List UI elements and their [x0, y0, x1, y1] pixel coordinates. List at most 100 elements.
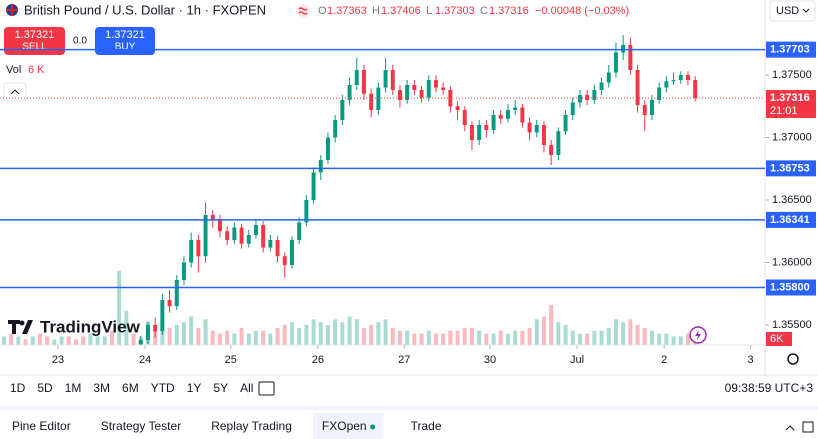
volume-bar — [354, 319, 359, 345]
candle-body — [217, 220, 222, 232]
panel-gap — [0, 406, 818, 410]
volume-bar — [232, 333, 237, 345]
volume-bar — [477, 330, 482, 345]
range-button[interactable]: 3M — [93, 381, 110, 395]
range-button[interactable]: 6M — [122, 381, 139, 395]
candle-body — [592, 90, 597, 100]
volume-bar — [1, 336, 6, 345]
volume-bar — [462, 327, 467, 345]
volume-bar — [513, 330, 518, 345]
candle-body — [441, 87, 446, 90]
buy-label: BUY — [115, 42, 136, 53]
volume-bar — [153, 330, 158, 345]
candle-body — [110, 358, 114, 363]
candle-body — [599, 82, 604, 90]
volume-bar — [534, 319, 539, 345]
volume-bar — [124, 310, 129, 345]
currency-select[interactable] — [769, 0, 816, 22]
candle-body — [318, 160, 323, 173]
tab[interactable]: Strategy Tester — [101, 419, 181, 433]
panel-maximize[interactable] — [802, 421, 814, 433]
volume-bar — [419, 333, 424, 345]
chevron — [802, 8, 810, 13]
candle-body — [678, 75, 683, 80]
volume-bar — [59, 336, 64, 345]
candle-body — [549, 145, 554, 155]
candle-body — [24, 360, 28, 365]
volume-bar — [541, 316, 546, 345]
candle-body — [405, 85, 410, 100]
spread: 0.0 — [73, 36, 87, 47]
volume-bar — [592, 330, 597, 345]
volume-label: 6K — [770, 333, 784, 345]
panel-collapse[interactable] — [785, 425, 795, 431]
tab[interactable]: Replay Trading — [211, 419, 292, 433]
volume-bar — [268, 333, 273, 345]
buy-button[interactable] — [95, 27, 155, 55]
ohlc-key: H — [372, 5, 380, 17]
range-button[interactable]: YTD — [151, 381, 175, 395]
range-button[interactable]: 1M — [65, 381, 82, 395]
candle-body — [31, 356, 35, 365]
candle-body — [498, 115, 503, 119]
tab[interactable]: Pine Editor — [12, 419, 71, 433]
volume-bar — [203, 319, 208, 345]
ohlc-value: 1.37406 — [381, 5, 421, 17]
candle-body — [196, 240, 201, 257]
candle-body — [210, 215, 215, 220]
candle-body — [606, 72, 611, 83]
candle-body — [181, 262, 186, 280]
volume-bar — [131, 333, 136, 345]
volume-bar — [649, 330, 654, 345]
candle-body — [81, 375, 85, 381]
candle-body — [469, 125, 474, 140]
volume-bar — [347, 316, 352, 345]
volume-bar — [484, 333, 489, 345]
volume-bar — [433, 333, 438, 345]
settings-icon[interactable] — [787, 353, 799, 365]
candle-body — [649, 100, 654, 115]
collapse-button[interactable] — [3, 82, 27, 102]
volume-bar — [73, 339, 78, 345]
range-button[interactable]: All — [240, 381, 253, 395]
candle-body — [325, 137, 330, 160]
volume-bar — [311, 319, 316, 345]
candle-body — [9, 363, 13, 369]
range-button[interactable]: 1D — [10, 381, 26, 395]
tab[interactable]: FXOpen — [322, 419, 367, 433]
candle-body — [671, 80, 676, 82]
candle-body — [513, 107, 518, 110]
volume-bar — [455, 330, 460, 345]
sell-button[interactable] — [4, 27, 65, 55]
candle-body — [534, 125, 539, 133]
last-price-box — [766, 90, 816, 118]
range-button[interactable]: 1Y — [187, 381, 202, 395]
volume-bar — [556, 322, 561, 345]
ohlc-legend: O 1.37363 H 1.37406 L 1.37303 C 1.37316 — [318, 5, 529, 17]
volume-bar — [621, 322, 626, 345]
candle-body — [160, 300, 165, 332]
volume-bar — [174, 325, 179, 345]
candle-body — [541, 125, 546, 145]
flag-cross — [6, 4, 18, 16]
volume-bar — [383, 319, 388, 345]
calendar-icon[interactable] — [258, 381, 275, 396]
candle-body — [354, 70, 359, 85]
range-button[interactable]: 5D — [37, 381, 53, 395]
volume-bar — [325, 325, 330, 345]
tab[interactable]: Trade — [411, 419, 442, 433]
candle-body — [261, 225, 266, 248]
compare-icon[interactable] — [296, 4, 310, 18]
x-tick-label: 24 — [139, 354, 151, 366]
volume-bar — [297, 327, 302, 345]
range-button[interactable]: 5Y — [213, 381, 228, 395]
volume-bar — [333, 319, 338, 345]
ohlc-key: C — [480, 5, 488, 17]
volume-bar — [30, 336, 35, 345]
y-tick-label: 1.37000 — [772, 131, 812, 143]
volume-bar — [613, 319, 618, 345]
volume-bar — [678, 336, 683, 345]
ohlc-value: 1.37363 — [327, 5, 367, 17]
